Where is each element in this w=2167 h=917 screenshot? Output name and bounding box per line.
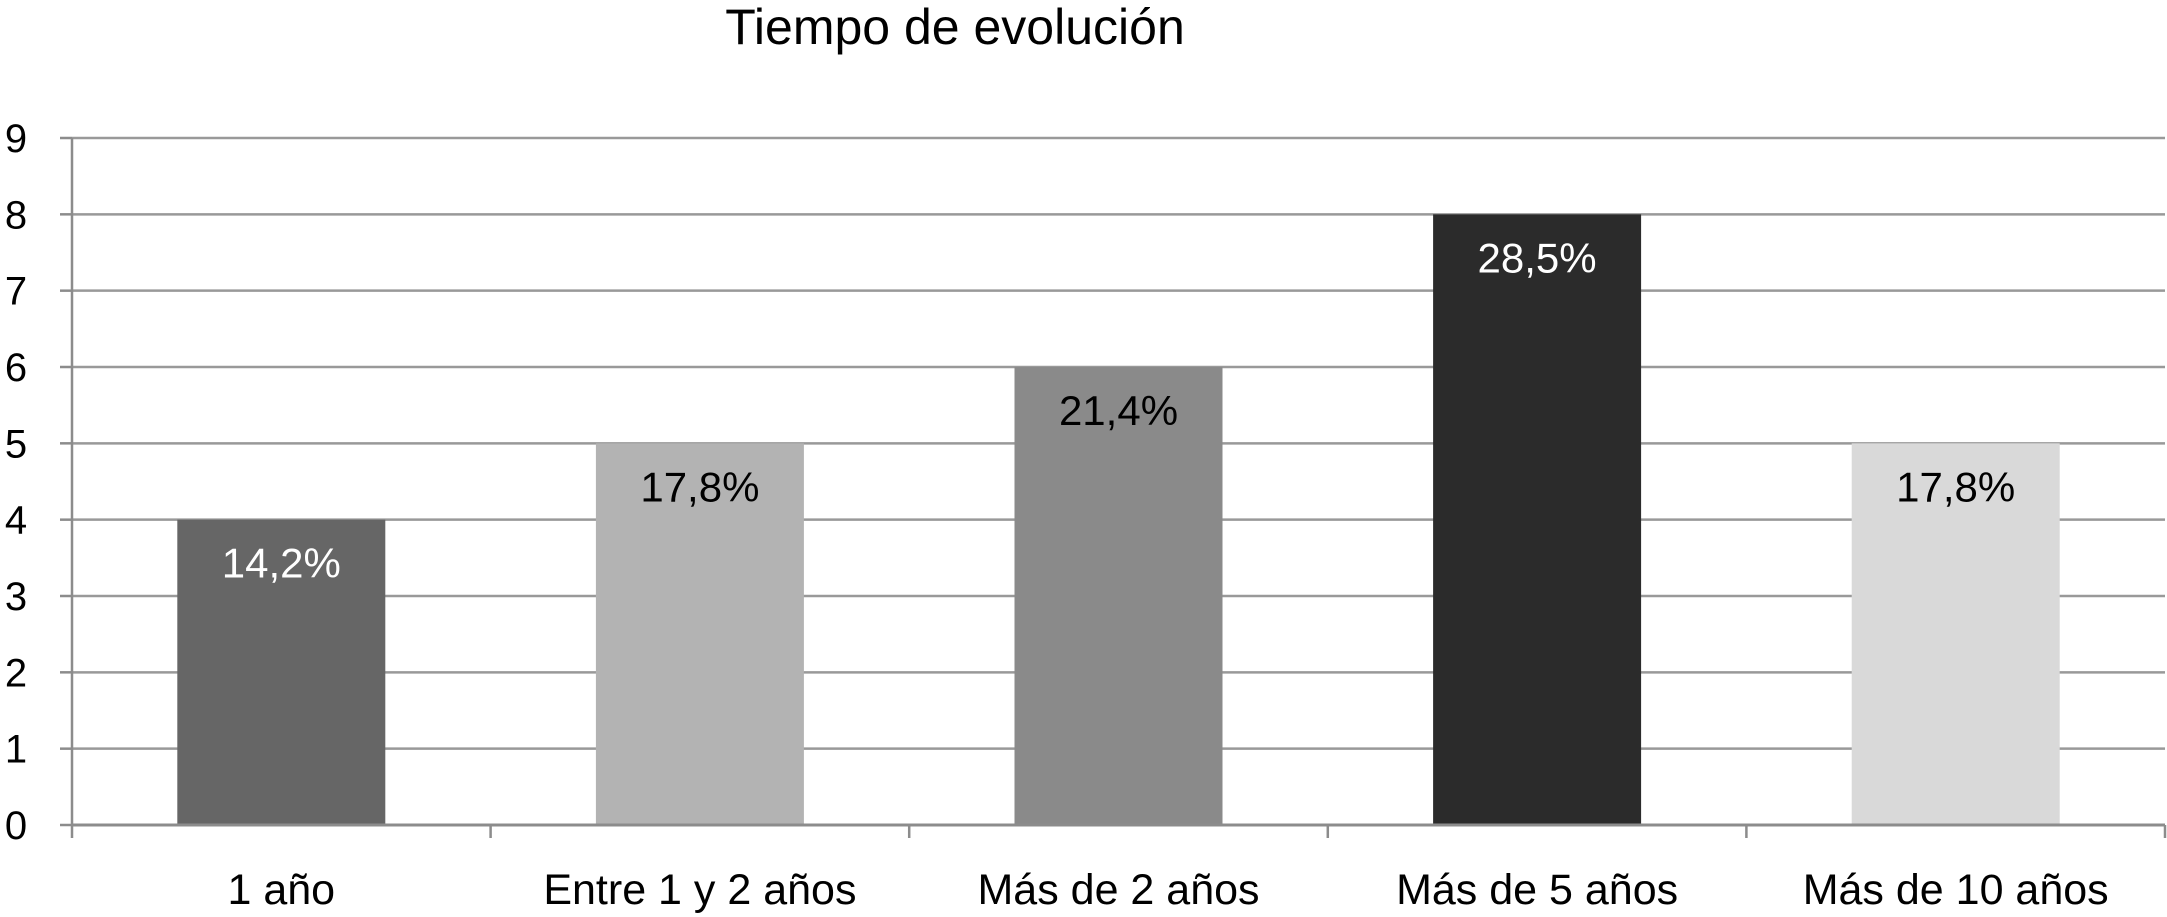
y-tick-label: 2 — [5, 651, 27, 695]
y-axis-tick-labels: 0 1 2 3 4 5 6 7 8 9 — [5, 117, 72, 848]
bar — [595, 443, 804, 825]
data-label: 28,5% — [1478, 234, 1597, 281]
y-tick-label: 6 — [5, 346, 27, 390]
x-tick-label: Entre 1 y 2 años — [543, 866, 856, 914]
bar — [1014, 367, 1223, 825]
y-tick-label: 1 — [5, 728, 27, 772]
bars — [177, 214, 2060, 826]
y-tick-label: 8 — [5, 193, 27, 237]
data-label: 21,4% — [1059, 387, 1178, 434]
x-axis-category-labels: 1 año Entre 1 y 2 años Más de 2 años Más de… — [227, 866, 2108, 914]
bar — [1851, 443, 2060, 825]
bar — [1433, 214, 1642, 826]
y-tick-label: 3 — [5, 575, 27, 619]
data-label: 17,8% — [640, 463, 759, 510]
data-label: 17,8% — [1896, 463, 2015, 510]
x-axis — [70, 138, 2167, 838]
data-label: 14,2% — [222, 540, 341, 587]
x-tick-label: Más de 2 años — [977, 866, 1259, 914]
y-tick-label: 9 — [5, 117, 27, 161]
bar — [177, 519, 386, 825]
x-tick-label: 1 año — [227, 866, 335, 914]
data-labels: 14,2% 17,8% 21,4% 28,5% 17,8% — [222, 234, 2015, 586]
x-tick-label: Más de 10 años — [1803, 866, 2109, 914]
y-tick-label: 5 — [5, 422, 27, 466]
y-tick-label: 0 — [5, 804, 27, 848]
y-tick-label: 4 — [5, 499, 27, 543]
y-tick-label: 7 — [5, 270, 27, 314]
chart-title: Tiempo de evolución — [725, 0, 1185, 55]
x-tick-label: Más de 5 años — [1396, 866, 1678, 914]
